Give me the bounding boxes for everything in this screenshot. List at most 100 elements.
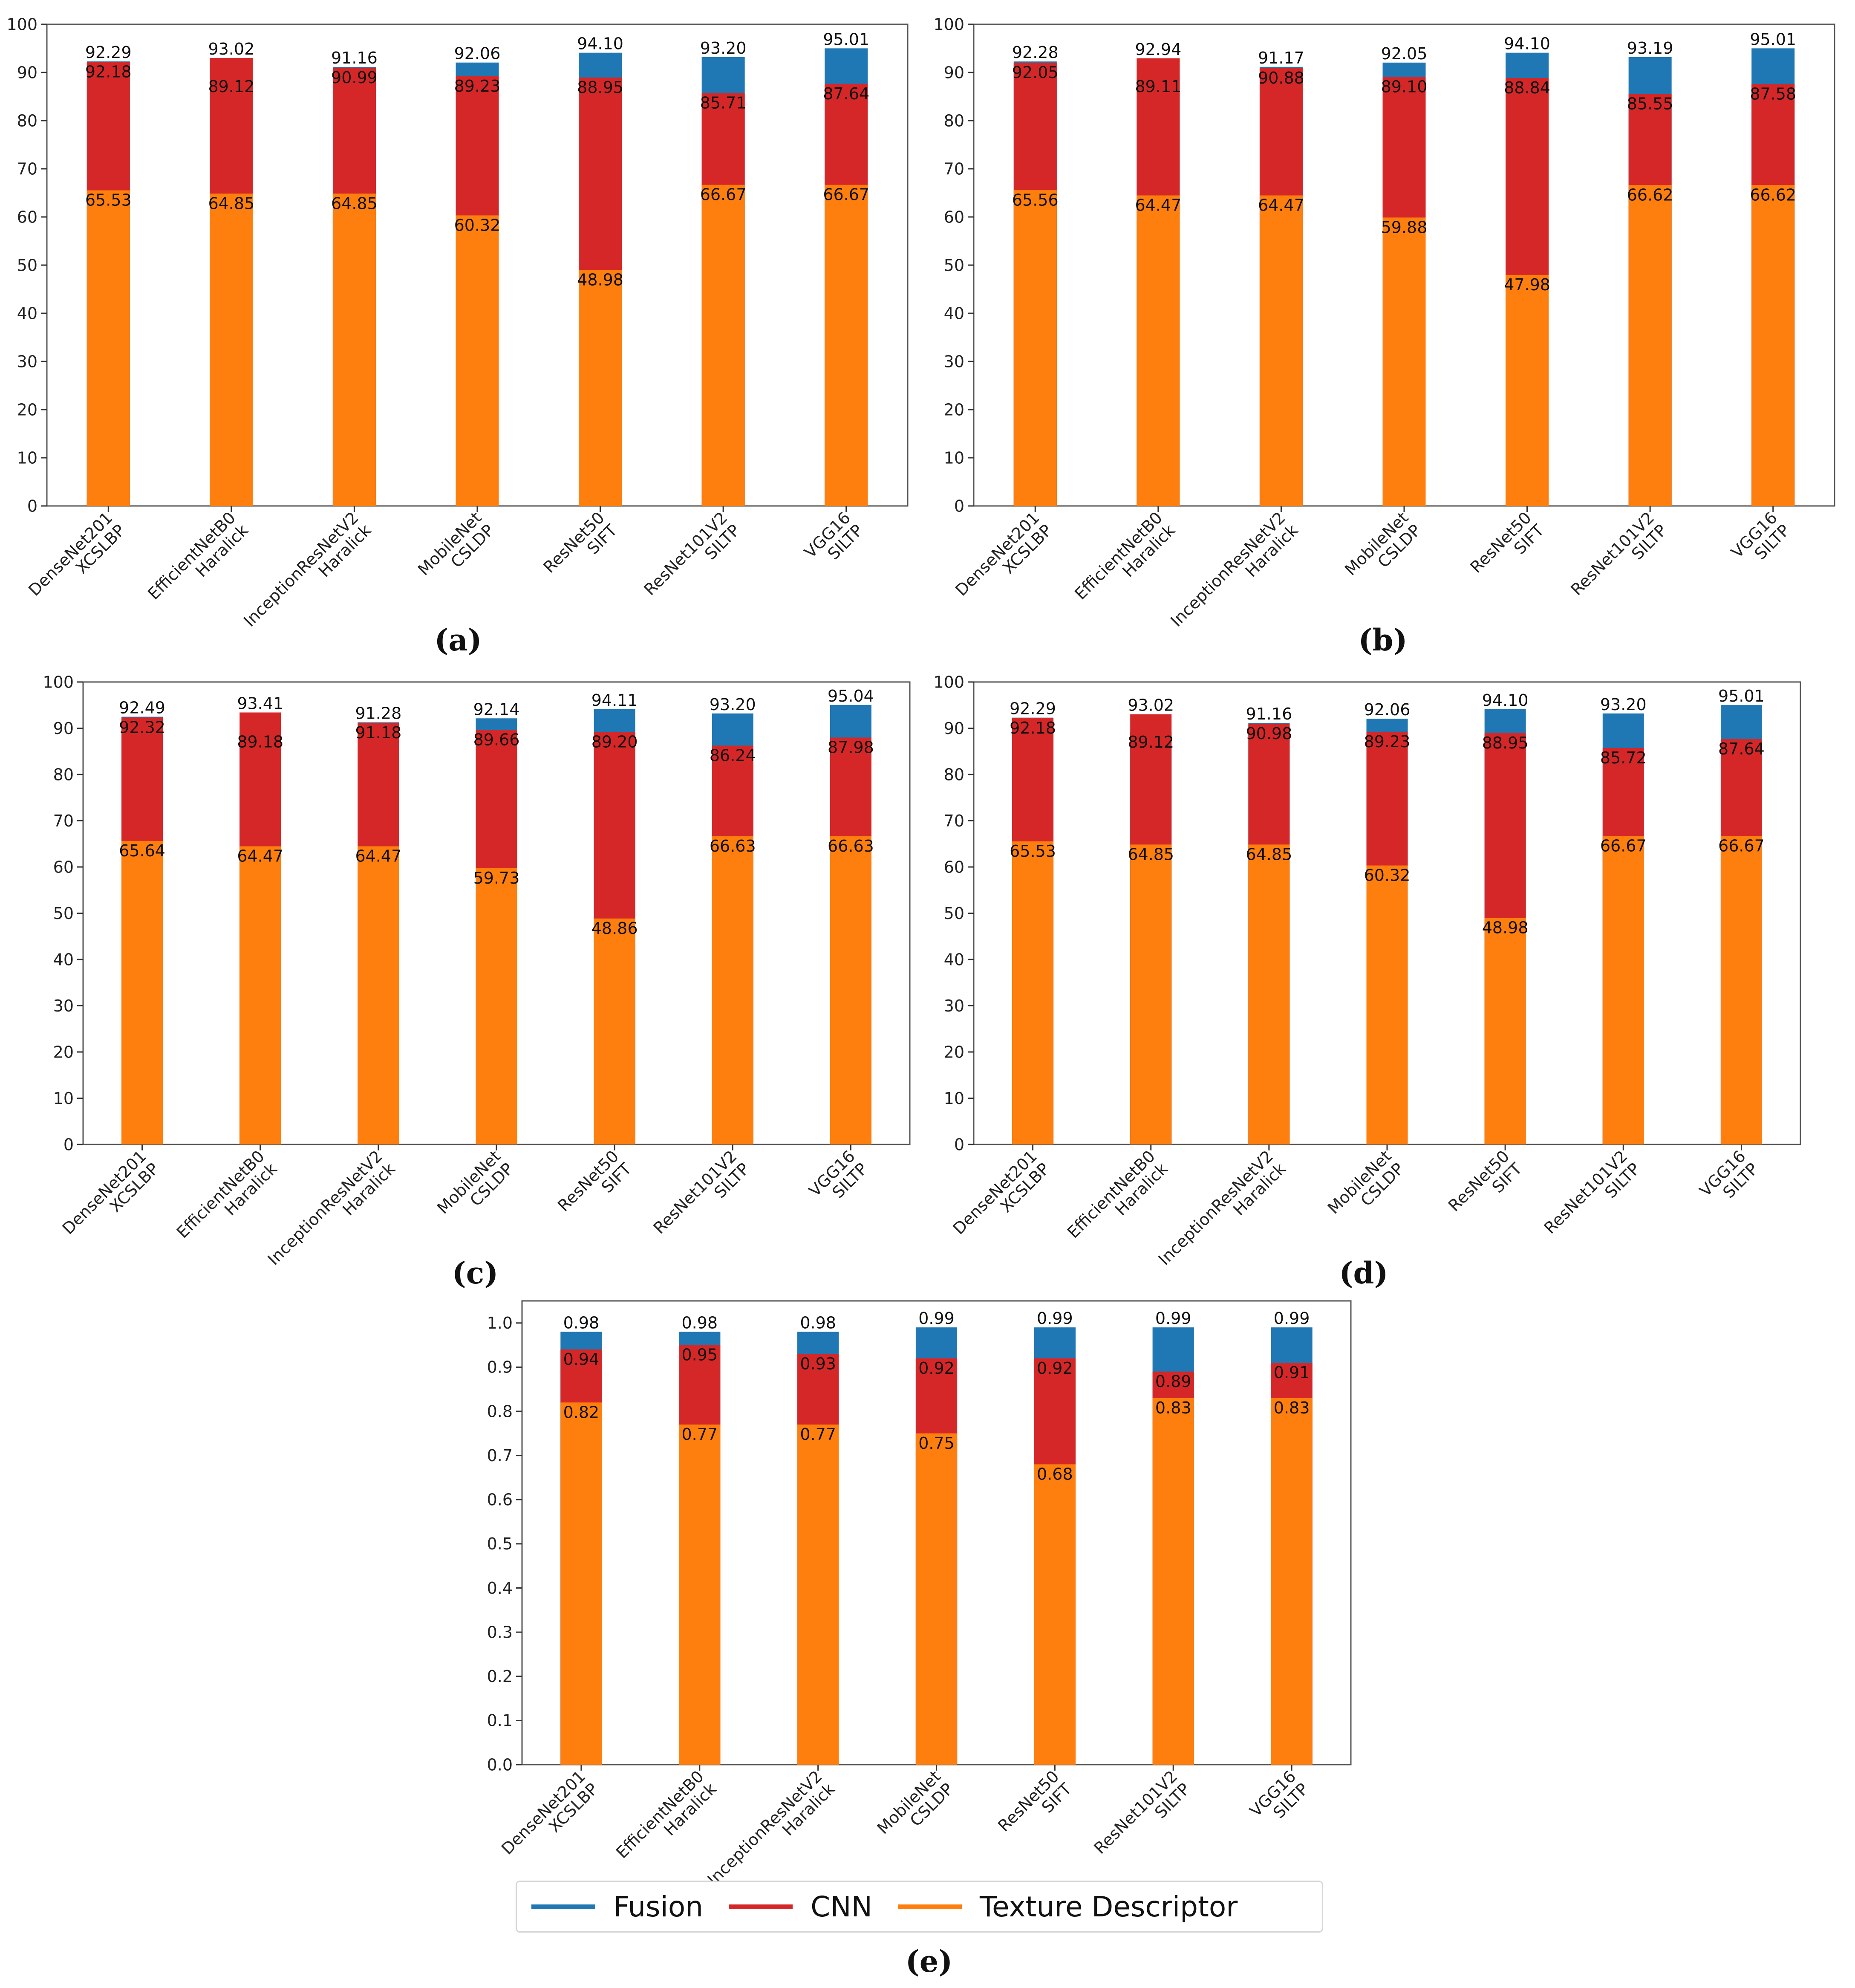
legend: Fusion CNN Texture Descriptor bbox=[516, 1881, 1323, 1933]
chart-a-xtick-label: VGG16SILTP bbox=[801, 508, 867, 574]
chart-b-ytick-label: 70 bbox=[944, 159, 964, 178]
chart-d-ytick-label: 60 bbox=[944, 858, 964, 876]
chart-d-ytick-label: 30 bbox=[944, 997, 964, 1015]
chart-b-data-label-top: 92.28 bbox=[1012, 43, 1059, 62]
chart-e-data-label-top: 0.98 bbox=[681, 1314, 718, 1332]
chart-e-ytick-label: 1.0 bbox=[487, 1314, 513, 1332]
chart-b-ytick-label: 0 bbox=[954, 497, 964, 515]
chart-b-data-label-top: 93.19 bbox=[1627, 39, 1673, 58]
chart-e-data-label-top: 0.98 bbox=[800, 1314, 836, 1332]
chart-c-data-label-texture: 64.47 bbox=[355, 847, 401, 866]
chart-b-data-label-mid: 88.84 bbox=[1504, 78, 1550, 97]
chart-e-data-label-mid: 0.92 bbox=[918, 1359, 955, 1378]
legend-item-cnn: CNN bbox=[729, 1890, 872, 1923]
chart-c-data-label-top: 92.49 bbox=[119, 698, 165, 717]
chart-d-bar-texture-descriptor bbox=[1366, 865, 1408, 1144]
chart-e-bar-texture-descriptor bbox=[915, 1433, 958, 1765]
chart-e-data-label-texture: 0.83 bbox=[1274, 1399, 1310, 1417]
chart-b-ytick-label: 50 bbox=[944, 256, 964, 275]
chart-d-data-label-top: 93.02 bbox=[1128, 696, 1174, 715]
chart-a-data-label-texture: 48.98 bbox=[577, 271, 623, 289]
chart-e-data-label-top: 0.99 bbox=[1155, 1309, 1191, 1328]
chart-e-data-label-mid: 0.91 bbox=[1274, 1363, 1310, 1382]
chart-d-data-label-mid: 89.12 bbox=[1128, 733, 1174, 751]
chart-b-xtick-label: ResNet50SIFT bbox=[1466, 508, 1548, 589]
chart-b-data-label-top: 92.05 bbox=[1381, 44, 1428, 63]
chart-b: 010203040506070809010092.2892.0565.56Den… bbox=[933, 15, 1835, 630]
chart-c-data-label-mid: 89.66 bbox=[473, 730, 520, 749]
chart-c-xtick-label: InceptionResNetV2Haralick bbox=[264, 1147, 399, 1281]
panel-caption-e: (e) bbox=[905, 1944, 953, 1979]
chart-a-data-label-top: 94.10 bbox=[577, 35, 623, 53]
chart-a-xtick-label: ResNet101V2SILTP bbox=[640, 508, 744, 612]
chart-b-xtick-label: MobileNetCSLDP bbox=[1341, 508, 1425, 592]
chart-d-ytick-label: 40 bbox=[944, 950, 964, 969]
chart-d-xtick-label: ResNet50SIFT bbox=[1445, 1147, 1526, 1228]
chart-d-ytick-label: 10 bbox=[944, 1089, 964, 1108]
chart-e-data-label-top: 0.98 bbox=[563, 1314, 600, 1332]
chart-e-xtick-label: VGG16SILTP bbox=[1246, 1767, 1312, 1833]
chart-c-bar-texture-descriptor bbox=[476, 868, 517, 1144]
chart-b-data-label-mid: 85.55 bbox=[1627, 94, 1673, 113]
chart-c-data-label-top: 95.04 bbox=[828, 687, 874, 705]
chart-e-ytick-label: 0.6 bbox=[487, 1491, 513, 1509]
chart-b-ytick-label: 100 bbox=[933, 15, 964, 34]
chart-b-data-label-texture: 59.88 bbox=[1381, 218, 1428, 237]
chart-d-ytick-label: 90 bbox=[944, 719, 964, 738]
chart-d-data-label-texture: 66.67 bbox=[1600, 837, 1647, 855]
chart-c-data-label-texture: 48.86 bbox=[591, 919, 638, 938]
chart-c-bar-texture-descriptor bbox=[712, 836, 753, 1144]
chart-c-data-label-mid: 86.24 bbox=[710, 746, 756, 765]
chart-d-ytick-label: 100 bbox=[933, 673, 964, 691]
chart-b-data-label-top: 92.94 bbox=[1135, 40, 1181, 59]
chart-d-data-label-texture: 65.53 bbox=[1010, 842, 1056, 861]
chart-a-bar-texture-descriptor bbox=[701, 185, 745, 506]
chart-c-xtick-label: MobileNetCSLDP bbox=[433, 1147, 517, 1230]
chart-b-data-label-top: 94.10 bbox=[1504, 35, 1550, 53]
chart-a-ytick-label: 60 bbox=[17, 208, 38, 226]
chart-a-data-label-top: 93.02 bbox=[208, 40, 254, 58]
chart-c-ytick-label: 100 bbox=[43, 673, 74, 691]
chart-c-data-label-mid: 89.18 bbox=[237, 732, 283, 751]
chart-c-ytick-label: 80 bbox=[53, 765, 74, 784]
panel-caption-c: (c) bbox=[452, 1255, 499, 1291]
chart-c-ytick-label: 90 bbox=[53, 719, 74, 738]
chart-e-ytick-label: 0.0 bbox=[487, 1755, 513, 1774]
chart-c-xtick-label: VGG16SILTP bbox=[805, 1147, 871, 1213]
chart-d-data-label-top: 94.10 bbox=[1482, 691, 1529, 710]
chart-c-data-label-top: 91.28 bbox=[355, 704, 401, 723]
chart-b-ytick-label: 10 bbox=[944, 448, 964, 467]
chart-b-data-label-mid: 90.88 bbox=[1258, 69, 1304, 87]
chart-a-xtick-label: MobileNetCSLDP bbox=[414, 508, 498, 592]
legend-label-fusion: Fusion bbox=[613, 1890, 704, 1923]
chart-a-ytick-label: 50 bbox=[17, 256, 38, 275]
panel-caption-d: (d) bbox=[1339, 1255, 1388, 1291]
chart-e-data-label-mid: 0.93 bbox=[800, 1354, 836, 1373]
chart-e-data-label-texture: 0.82 bbox=[563, 1403, 600, 1422]
chart-d-ytick-label: 70 bbox=[944, 812, 964, 830]
chart-c-bar-texture-descriptor bbox=[121, 841, 163, 1144]
chart-c-data-label-texture: 66.63 bbox=[710, 837, 756, 855]
chart-a-data-label-mid: 89.23 bbox=[454, 77, 501, 95]
chart-a-bar-texture-descriptor bbox=[87, 190, 130, 506]
chart-d-bar-texture-descriptor bbox=[1130, 844, 1172, 1144]
legend-swatch-cnn bbox=[729, 1904, 793, 1909]
chart-d-ytick-label: 50 bbox=[944, 904, 964, 923]
chart-d-data-label-mid: 90.98 bbox=[1246, 724, 1292, 743]
chart-e-ytick-label: 0.9 bbox=[487, 1358, 513, 1377]
chart-b-ytick-label: 80 bbox=[944, 111, 964, 130]
chart-d-data-label-texture: 64.85 bbox=[1246, 845, 1292, 864]
chart-a-data-label-mid: 85.71 bbox=[700, 94, 747, 113]
chart-d-data-label-top: 92.29 bbox=[1010, 699, 1056, 718]
chart-c-data-label-texture: 66.63 bbox=[828, 837, 874, 855]
chart-d-xtick-label: MobileNetCSLDP bbox=[1324, 1147, 1408, 1230]
chart-e-data-label-texture: 0.77 bbox=[800, 1425, 836, 1444]
chart-c-xtick-label: ResNet50SIFT bbox=[554, 1147, 635, 1228]
chart-c-data-label-mid: 89.20 bbox=[591, 732, 638, 751]
chart-b-data-label-texture: 65.56 bbox=[1012, 191, 1059, 209]
chart-a-data-label-texture: 60.32 bbox=[454, 216, 501, 234]
legend-item-fusion: Fusion bbox=[531, 1890, 703, 1923]
